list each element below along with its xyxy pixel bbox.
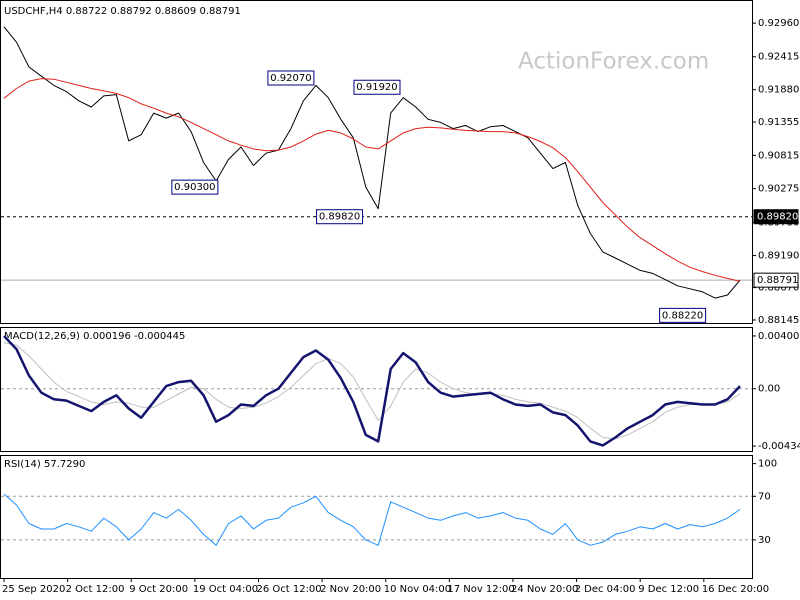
price-panel-frame — [0, 0, 753, 324]
x-tick-label: 2 Nov 20:00 — [320, 584, 381, 595]
annotation-label: 0.88220 — [662, 310, 703, 321]
y-tick-label: 0.92415 — [758, 52, 799, 63]
rsi-title: RSI(14) 57.7290 — [4, 459, 85, 470]
price-line-label-box — [753, 272, 799, 288]
x-tick-label: 2 Oct 12:00 — [66, 584, 125, 595]
series-line — [3, 26, 741, 299]
rsi-panel-frame — [0, 455, 753, 579]
y-tick-label: 0.91355 — [758, 117, 799, 128]
series-line — [3, 335, 741, 447]
macd-panel-frame — [0, 327, 753, 452]
x-tick-label: 10 Nov 04:00 — [384, 584, 451, 595]
y-tick-label: 30 — [758, 535, 771, 546]
price-title: USDCHF,H4 0.88722 0.88792 0.88609 0.8879… — [4, 6, 241, 17]
annotation-box — [171, 179, 219, 195]
annotation-box — [267, 70, 315, 86]
x-tick-label: 19 Oct 04:00 — [193, 584, 258, 595]
x-tick-label: 16 Dec 20:00 — [702, 584, 769, 595]
watermark: ActionForex.com — [518, 49, 709, 75]
y-tick-label: 0.00 — [758, 384, 780, 395]
x-tick-label: 17 Nov 12:00 — [447, 584, 514, 595]
annotation-label: 0.92070 — [270, 73, 311, 84]
y-tick-label: -0.004349 — [758, 441, 800, 452]
series-line — [3, 78, 741, 282]
annotation-label: 0.90300 — [174, 182, 215, 193]
y-tick-label: 0.90275 — [758, 184, 799, 195]
price-line-label: 0.89820 — [757, 212, 798, 223]
annotation-label: 0.89820 — [319, 212, 360, 223]
x-tick-label: 25 Sep 2020 — [2, 584, 65, 595]
x-tick-label: 2 Dec 04:00 — [575, 584, 636, 595]
price-line-label-box — [753, 209, 799, 225]
macd-title: MACD(12,26,9) 0.000196 -0.000445 — [4, 331, 185, 342]
y-tick-label: 0.88145 — [758, 315, 799, 326]
series-line — [3, 493, 741, 546]
x-tick-label: 9 Dec 12:00 — [638, 584, 699, 595]
x-tick-label: 26 Oct 12:00 — [256, 584, 321, 595]
annotation-box — [353, 79, 401, 95]
y-tick-label: 0.91880 — [758, 85, 799, 96]
annotation-box — [659, 307, 707, 323]
y-tick-label: 0.89190 — [758, 251, 799, 262]
y-tick-label: 70 — [758, 491, 771, 502]
price-line-label: 0.88791 — [757, 275, 798, 286]
y-tick-label: 100 — [758, 459, 777, 470]
annotation-box — [316, 209, 364, 225]
y-tick-label: 0.90815 — [758, 150, 799, 161]
y-tick-label: 0.004005 — [758, 331, 800, 342]
x-tick-label: 24 Nov 20:00 — [511, 584, 578, 595]
y-tick-label: 0.92960 — [758, 18, 799, 29]
annotation-label: 0.91920 — [356, 82, 397, 93]
series-line — [3, 342, 741, 440]
x-tick-label: 9 Oct 20:00 — [129, 584, 188, 595]
y-tick-label: 0.88670 — [758, 283, 799, 294]
